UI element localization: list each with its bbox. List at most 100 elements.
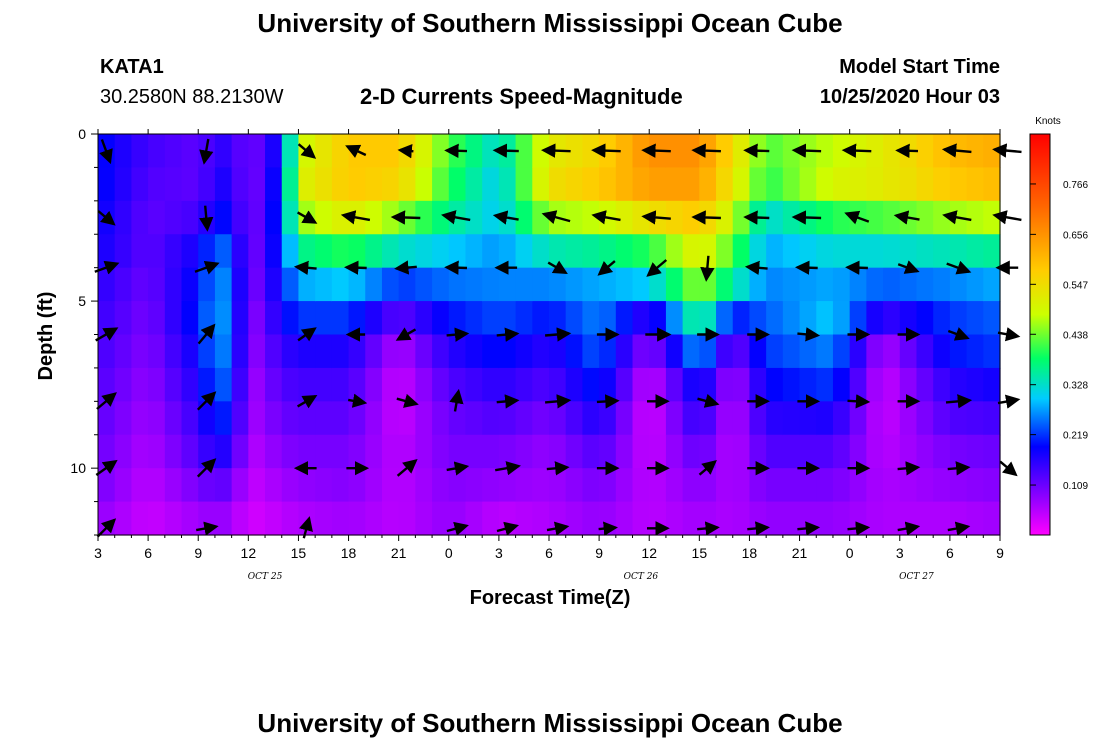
page-title: University of Southern Mississippi Ocean… <box>257 8 843 38</box>
heatmap-cell <box>799 267 817 302</box>
heatmap-cell <box>214 501 233 536</box>
heatmap-cell <box>866 468 884 503</box>
heatmap-cell <box>198 334 216 369</box>
heatmap-cell <box>766 200 784 235</box>
heatmap-cell <box>214 200 233 235</box>
heatmap-cell <box>983 501 1001 536</box>
heatmap-cell <box>448 267 467 302</box>
heatmap-cell <box>816 234 834 269</box>
current-vector-arrow <box>691 143 721 158</box>
current-vector-arrow <box>496 394 520 409</box>
heatmap-cell <box>265 501 283 536</box>
heatmap-cell <box>265 134 283 169</box>
heatmap-cell <box>549 167 567 202</box>
heatmap-cell <box>148 367 166 402</box>
heatmap-cell <box>214 367 233 402</box>
heatmap-cell <box>599 401 617 436</box>
heatmap-cell <box>298 167 316 202</box>
heatmap-cell <box>114 234 132 269</box>
heatmap-cell <box>716 434 734 469</box>
heatmap-cell <box>114 334 132 369</box>
x-tick-label: 15 <box>291 545 307 561</box>
heatmap-cell <box>649 434 667 469</box>
heatmap-cell <box>214 401 233 436</box>
heatmap-cell <box>465 267 483 302</box>
heatmap-cell <box>348 367 366 402</box>
heatmap-cell <box>615 434 634 469</box>
heatmap-cell <box>114 468 132 503</box>
heatmap-cell <box>365 267 383 302</box>
heatmap-cell <box>632 134 650 169</box>
current-vector-arrow <box>941 143 972 158</box>
current-vector-arrow <box>496 327 520 342</box>
heatmap-cell <box>114 401 132 436</box>
heatmap-cell <box>599 301 617 336</box>
heatmap-cell <box>164 367 183 402</box>
heatmap-cell <box>515 468 533 503</box>
heatmap-cell <box>615 401 634 436</box>
heatmap-cell <box>883 301 901 336</box>
x-tick-label: 12 <box>241 545 257 561</box>
heatmap-cell <box>315 134 333 169</box>
heatmap-cell <box>799 167 817 202</box>
current-vector-arrow <box>394 260 417 275</box>
current-vector-arrow <box>847 394 871 409</box>
heatmap-cell <box>315 501 333 536</box>
heatmap-cell <box>482 267 500 302</box>
heatmap-cell <box>766 267 784 302</box>
heatmap-cell <box>181 134 199 169</box>
heatmap-cell <box>766 234 784 269</box>
heatmap-cell <box>515 167 533 202</box>
heatmap-cell <box>298 434 316 469</box>
heatmap-cell <box>265 267 283 302</box>
heatmap-cell <box>281 167 300 202</box>
heatmap-cell <box>532 167 550 202</box>
heatmap-cell <box>782 301 801 336</box>
heatmap-cell <box>515 501 533 536</box>
heatmap-cell <box>582 434 600 469</box>
current-vector-arrow <box>340 210 371 225</box>
colorbar-tick-label: 0.219 <box>1063 431 1088 442</box>
heatmap-cell <box>248 334 266 369</box>
heatmap-cell <box>866 334 884 369</box>
heatmap-cell <box>949 401 968 436</box>
heatmap-cell <box>983 401 1001 436</box>
heatmap-cell <box>298 267 316 302</box>
heatmap-cell <box>298 234 316 269</box>
x-tick-label: 3 <box>94 545 102 561</box>
x-tick-label: 0 <box>445 545 453 561</box>
heatmap-cell <box>265 367 283 402</box>
heatmap-cell <box>866 301 884 336</box>
current-vector-arrow <box>997 394 1021 409</box>
heatmap-cell <box>298 401 316 436</box>
current-vector-arrow <box>641 143 671 158</box>
heatmap-cell <box>432 367 450 402</box>
heatmap-cell <box>532 434 550 469</box>
heatmap-cell <box>231 367 249 402</box>
heatmap-cell <box>933 234 951 269</box>
heatmap-cell <box>732 134 751 169</box>
heatmap-cell <box>281 367 300 402</box>
heatmap-cell <box>331 434 350 469</box>
current-vector-arrow <box>895 143 919 159</box>
heatmap-cell <box>732 367 751 402</box>
x-tick-label: 0 <box>846 545 854 561</box>
heatmap-cell <box>148 301 166 336</box>
current-vector-arrow <box>845 260 868 275</box>
heatmap-cell <box>465 434 483 469</box>
heatmap-cell <box>665 434 684 469</box>
heatmap-cell <box>749 334 767 369</box>
heatmap-cell <box>732 501 751 536</box>
heatmap-cell <box>198 401 216 436</box>
heatmap-cell <box>966 468 984 503</box>
x-axis: 3 6 9 12 15 18 21 0 3 6 9 12 15 18 21 0 3 6 9 OCT 25 OCT 26 O… <box>94 129 1004 582</box>
heatmap-cell <box>432 301 450 336</box>
heatmap-cell <box>782 367 801 402</box>
heatmap-cell <box>816 501 834 536</box>
heatmap-cell <box>532 468 550 503</box>
heatmap-cell <box>331 167 350 202</box>
colorbar: Knots 0.109 0.219 0.328 0.438 0.547 0.656 0.76… <box>1029 116 1088 536</box>
heatmap-cell <box>883 401 901 436</box>
current-vector-arrow <box>591 143 621 158</box>
heatmap-cell <box>248 367 266 402</box>
